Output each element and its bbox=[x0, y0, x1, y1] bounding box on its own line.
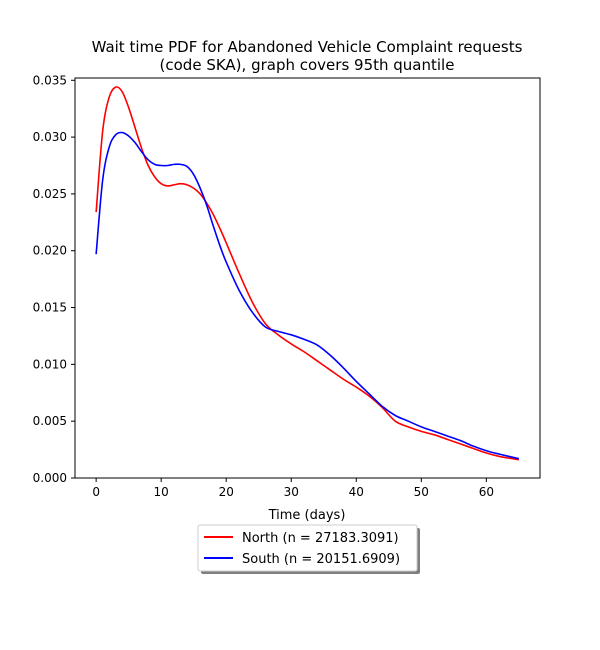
x-tick-label: 60 bbox=[479, 485, 494, 499]
y-tick-label: 0.020 bbox=[33, 244, 67, 258]
plot-frame bbox=[74, 77, 541, 479]
x-tick-label: 20 bbox=[219, 485, 234, 499]
legend-box bbox=[197, 524, 418, 572]
legend-label-north: North (n = 27183.3091) bbox=[242, 531, 399, 546]
x-axis-label: Time (days) bbox=[268, 508, 346, 523]
x-tick-label: 10 bbox=[154, 485, 169, 499]
chart-title-line-2: (code SKA), graph covers 95th quantile bbox=[160, 56, 455, 74]
plot-area bbox=[75, 78, 540, 478]
x-tick-label: 0 bbox=[92, 485, 100, 499]
y-tick-label: 0.000 bbox=[33, 471, 67, 485]
legend-label-south: South (n = 20151.6909) bbox=[242, 552, 400, 567]
x-tick-label: 40 bbox=[349, 485, 364, 499]
x-tick-label: 30 bbox=[284, 485, 299, 499]
y-tick-label: 0.010 bbox=[33, 357, 67, 371]
series-line-north bbox=[95, 86, 519, 461]
x-tick-label: 50 bbox=[414, 485, 429, 499]
y-tick-label: 0.025 bbox=[33, 187, 67, 201]
series-line-south bbox=[95, 131, 520, 460]
x-axis: 0 10 20 30 40 50 60 bbox=[92, 478, 494, 499]
chart-title-line-1: Wait time PDF for Abandoned Vehicle Comp… bbox=[92, 38, 523, 56]
y-tick-label: 0.035 bbox=[33, 73, 67, 87]
legend: North (n = 27183.3091) South (n = 20151.… bbox=[197, 524, 420, 574]
y-tick-label: 0.005 bbox=[33, 414, 67, 428]
series-layer bbox=[95, 86, 520, 461]
y-tick-label: 0.030 bbox=[33, 130, 67, 144]
y-tick-label: 0.015 bbox=[33, 301, 67, 315]
y-axis: 0.000 0.005 0.010 0.015 0.020 0.025 0.030 0.035 bbox=[33, 73, 75, 485]
